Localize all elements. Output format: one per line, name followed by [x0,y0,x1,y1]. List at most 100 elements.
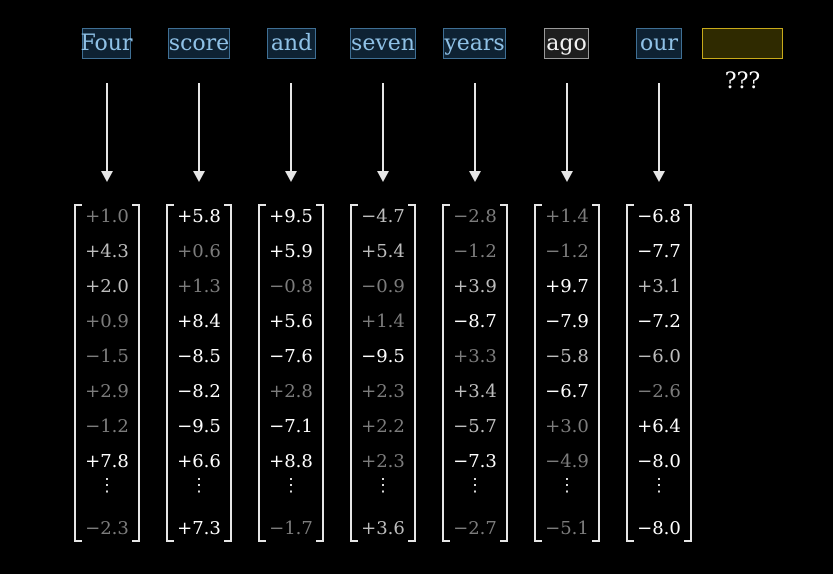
embedding-vector-2: +5.8 +0.6 +1.3 +8.4 −8.5 −8.2 −9.5 +6.6 ⋮ +7.3 [166,204,232,542]
vector-value: −8.0 [637,451,681,472]
vector-value: +1.4 [361,311,405,332]
bracket-right [592,204,600,542]
vertical-ellipsis: ⋮ [190,475,208,496]
vector-value: −0.8 [269,276,313,297]
token-four: Four [81,28,133,59]
bracket-right [132,204,140,542]
token-score: score [168,28,230,59]
vertical-ellipsis: ⋮ [374,475,392,496]
vector-value: −2.8 [453,206,497,227]
vector-last-value: −2.3 [85,518,129,539]
vector-value: +5.8 [177,206,221,227]
vector-value: −8.5 [177,346,221,367]
bracket-left [74,204,82,542]
vector-value: −5.8 [545,346,589,367]
bracket-right [684,204,692,542]
token-our: our [636,28,682,59]
bracket-left [350,204,358,542]
vector-value: −1.2 [453,241,497,262]
vector-value: −7.2 [637,311,681,332]
vertical-ellipsis: ⋮ [282,475,300,496]
vector-value: +5.9 [269,241,313,262]
vector-value: −0.9 [361,276,405,297]
vector-value: +1.0 [85,206,129,227]
embedding-vector-1: +1.0 +4.3 +2.0 +0.9 −1.5 +2.9 −1.2 +7.8 ⋮ −2.3 [74,204,140,542]
arrow-four [101,83,113,183]
vector-value: +3.3 [453,346,497,367]
vector-value: −1.2 [85,416,129,437]
token-and: and [267,28,316,59]
vector-last-value: −2.7 [453,518,497,539]
vector-value: +4.3 [85,241,129,262]
bracket-left [534,204,542,542]
vector-value: +3.1 [637,276,681,297]
vector-value: +3.9 [453,276,497,297]
vector-value: −6.0 [637,346,681,367]
vector-value: +1.4 [545,206,589,227]
bracket-left [442,204,450,542]
vector-value: −8.2 [177,381,221,402]
vector-value: +8.4 [177,311,221,332]
embedding-vector-4: −4.7 +5.4 −0.9 +1.4 −9.5 +2.3 +2.2 +2.3 ⋮ +3.6 [350,204,416,542]
embedding-vector-7: −6.8 −7.7 +3.1 −7.2 −6.0 −2.6 +6.4 −8.0 ⋮ −8.0 [626,204,692,542]
vector-value: +2.3 [361,381,405,402]
vector-value: +6.6 [177,451,221,472]
vector-value: −5.7 [453,416,497,437]
vector-value: +5.4 [361,241,405,262]
token-years: years [443,28,506,59]
token-seven: seven [350,28,416,59]
next-token-label: ??? [724,69,761,94]
vector-value: +2.9 [85,381,129,402]
arrow-ago [561,83,573,183]
vector-value: −7.7 [637,241,681,262]
vertical-ellipsis: ⋮ [98,475,116,496]
next-token-box [702,28,783,59]
bracket-right [500,204,508,542]
bracket-right [224,204,232,542]
vector-value: −1.2 [545,241,589,262]
vector-value: −7.1 [269,416,313,437]
arrow-our [653,83,665,183]
arrow-years [469,83,481,183]
arrow-seven [377,83,389,183]
vector-value: +2.0 [85,276,129,297]
vector-value: +0.9 [85,311,129,332]
vertical-ellipsis: ⋮ [650,475,668,496]
vector-value: −7.9 [545,311,589,332]
vector-value: +0.6 [177,241,221,262]
vector-last-value: −5.1 [545,518,589,539]
vector-value: +3.4 [453,381,497,402]
vector-value: +1.3 [177,276,221,297]
vector-value: +8.8 [269,451,313,472]
vector-value: −9.5 [177,416,221,437]
vector-value: +5.6 [269,311,313,332]
arrow-and [285,83,297,183]
vertical-ellipsis: ⋮ [466,475,484,496]
bracket-left [626,204,634,542]
bracket-left [258,204,266,542]
vector-value: −9.5 [361,346,405,367]
vector-last-value: +7.3 [177,518,221,539]
vertical-ellipsis: ⋮ [558,475,576,496]
vector-value: −7.3 [453,451,497,472]
embedding-vector-3: +9.5 +5.9 −0.8 +5.6 −7.6 +2.8 −7.1 +8.8 ⋮ −1.7 [258,204,324,542]
vector-value: −6.8 [637,206,681,227]
vector-value: +3.0 [545,416,589,437]
vector-value: −8.7 [453,311,497,332]
bracket-right [316,204,324,542]
embedding-vector-5: −2.8 −1.2 +3.9 −8.7 +3.3 +3.4 −5.7 −7.3 ⋮ −2.7 [442,204,508,542]
vector-value: +2.3 [361,451,405,472]
token-ago: ago [544,28,589,59]
vector-last-value: −8.0 [637,518,681,539]
vector-value: −4.9 [545,451,589,472]
vector-value: −7.6 [269,346,313,367]
vector-last-value: −1.7 [269,518,313,539]
vector-value: −2.6 [637,381,681,402]
vector-value: +7.8 [85,451,129,472]
vector-value: −6.7 [545,381,589,402]
vector-value: +9.7 [545,276,589,297]
vector-value: +2.8 [269,381,313,402]
vector-value: +2.2 [361,416,405,437]
bracket-right [408,204,416,542]
